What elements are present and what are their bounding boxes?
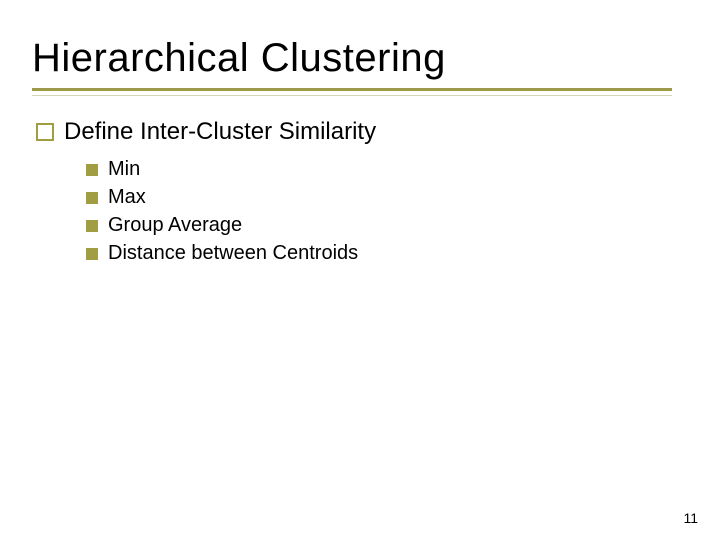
square-outline-bullet-icon [36,123,54,141]
level2-text: Distance between Centroids [108,242,358,265]
square-fill-bullet-icon [86,248,98,260]
square-fill-bullet-icon [86,164,98,176]
level2-item: Distance between Centroids [86,242,358,265]
level2-item: Group Average [86,214,242,237]
page-number: 11 [683,510,698,526]
title-underline-thick [32,88,672,91]
slide-title: Hierarchical Clustering [32,36,446,81]
level2-item: Min [86,158,140,181]
level2-text: Max [108,186,146,209]
level2-text: Group Average [108,214,242,237]
level1-item: Define Inter-Cluster Similarity [36,118,376,146]
square-fill-bullet-icon [86,192,98,204]
level1-text: Define Inter-Cluster Similarity [64,118,376,146]
square-fill-bullet-icon [86,220,98,232]
title-underline-thin [32,95,672,96]
level2-text: Min [108,158,140,181]
level2-item: Max [86,186,146,209]
